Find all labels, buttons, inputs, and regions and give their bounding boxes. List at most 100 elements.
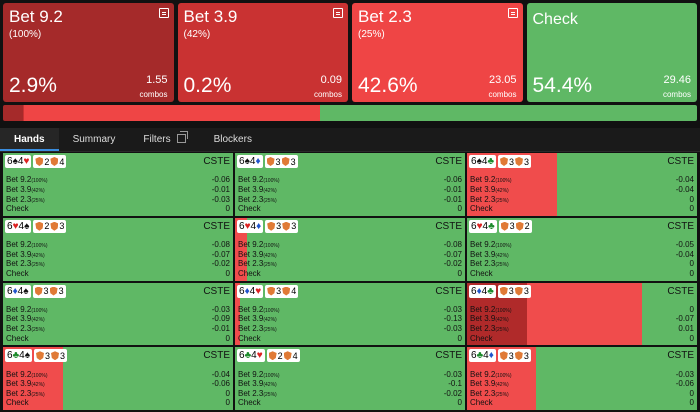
ev-rows: Bet 9.2(100%) -0.05 Bet 3.9(42%) -0.04 Bet 2… (470, 240, 694, 279)
hand-cell[interactable]: 6 ♦ 4 ♣ 3 3 CSTE Bet 9.2(100%) 0 Bet 3.9(42%) -0.0… (467, 282, 697, 346)
hand-cell[interactable]: 6 ♠ 4 ♣ 3 3 CSTE Bet 9.2(100%) -0.04 Bet 3.9(42%)… (467, 153, 697, 216)
hand-cell[interactable]: 6 ♦ 4 ♥ 3 4 CSTE Bet 9.2(100%) -0.03 Bet 3.9(42%)… (235, 282, 465, 346)
note-icon[interactable] (158, 8, 169, 18)
shield-icon (282, 221, 291, 231)
ev-action-label: Bet 3.9(42%) (6, 250, 45, 261)
suit-icon: ♣ (488, 220, 495, 232)
action-card-bet-9-2[interactable]: Bet 9.2 (100%) 2.9% 1.55 combos (3, 3, 174, 102)
hand-cell[interactable]: 6 ♣ 4 ♠ 3 3 CSTE Bet 9.2(100%) -0.04 Bet 3.9(42%)… (3, 347, 233, 410)
hand-cell[interactable]: 6 ♦ 4 ♠ 3 3 CSTE Bet 9.2(100%) -0.03 Bet 3.9(42%)… (3, 282, 233, 346)
card-rank: 6 (7, 220, 13, 232)
ev-action-name: Check (238, 268, 261, 278)
action-card-check[interactable]: Check 54.4% 29.46 combos (526, 3, 697, 102)
action-name: Bet 3.9 (183, 7, 238, 26)
shield-icon (266, 157, 275, 166)
ev-action-name: Bet 2.3 (470, 388, 496, 398)
ev-row: Bet 9.2(100%) -0.05 (470, 240, 694, 251)
cste-label: CSTE (203, 156, 230, 167)
note-icon[interactable] (507, 8, 518, 18)
strategy-segment (24, 105, 320, 121)
ev-action-label: Bet 2.3(25%) (470, 195, 509, 206)
ev-action-sizing: (100%) (31, 307, 48, 314)
ev-value: -0.06 (211, 379, 230, 389)
hand-cell[interactable]: 6 ♠ 4 ♥ 2 4 CSTE Bet 9.2(100%) -0.06 Bet 3.9(42%)… (3, 153, 233, 216)
ev-action-name: Bet 9.2 (470, 175, 496, 185)
tab-label: Hands (14, 134, 45, 145)
card-rank: 4 (17, 285, 24, 297)
ev-row: Check 0 (470, 204, 694, 215)
hand-cell[interactable]: 6 ♠ 4 ♦ 3 3 CSTE Bet 9.2(100%) -0.06 Bet 3.9(42%)… (235, 153, 465, 216)
ev-value: -0.01 (211, 184, 230, 194)
hand-combo: 6 ♥ 4 ♦ 3 3 (237, 219, 299, 233)
tab-summary[interactable]: Summary (59, 128, 130, 151)
ev-rows: Bet 9.2(100%) -0.03 Bet 3.9(42%) -0.09 Bet 2… (6, 305, 230, 344)
ev-action-name: Bet 9.2 (470, 304, 496, 314)
ev-action-name: Bet 3.9 (238, 249, 264, 259)
ev-action-name: Bet 9.2 (238, 369, 264, 379)
tab-hands[interactable]: Hands (0, 128, 59, 151)
card-rank: 4 (483, 350, 489, 362)
suit-icon: ♠ (24, 350, 30, 362)
card-rank: 4 (481, 156, 488, 167)
blocker-count: 3 (276, 286, 282, 296)
combos-label: combos (488, 90, 517, 99)
ev-action-sizing: (25%) (263, 262, 277, 269)
hand-cell[interactable]: 6 ♥ 4 ♠ 2 3 CSTE Bet 9.2(100%) -0.08 Bet 3.9(42%)… (3, 217, 233, 281)
ev-action-label: Check (238, 334, 261, 345)
suit-icon: ♦ (476, 285, 482, 297)
shield-icon (281, 157, 290, 166)
cste-label: CSTE (667, 220, 694, 232)
ev-action-label: Bet 3.9(42%) (238, 379, 277, 390)
ev-action-label: Bet 9.2(100%) (470, 176, 511, 186)
suit-icon: ♣ (12, 350, 20, 362)
tab-filters[interactable]: Filters (129, 128, 199, 151)
card-rank: 4 (251, 350, 257, 362)
hand-cell[interactable]: 6 ♣ 4 ♥ 2 4 CSTE Bet 9.2(100%) -0.03 Bet 3.9(42%)… (235, 347, 465, 410)
hand-combo: 6 ♥ 4 ♠ 2 3 (5, 219, 67, 233)
ev-rows: Bet 9.2(100%) -0.03 Bet 3.9(42%) -0.1 Bet 2.… (238, 369, 462, 409)
action-name: Bet 2.3 (358, 7, 412, 26)
ev-row: Bet 3.9(42%) -0.1 (238, 379, 462, 390)
ev-action-sizing: (25%) (31, 391, 45, 398)
action-card-bet-3-9[interactable]: Bet 3.9 (42%) 0.2% 0.09 combos (177, 3, 348, 102)
ev-action-label: Bet 9.2(100%) (470, 304, 511, 316)
ev-action-sizing: (42%) (263, 187, 277, 194)
shield-icon (35, 157, 44, 166)
note-icon[interactable] (333, 8, 343, 18)
ev-value: -0.06 (443, 175, 462, 185)
ev-value: -0.02 (211, 259, 230, 269)
ev-action-sizing: (42%) (263, 382, 277, 389)
action-card-bet-2-3[interactable]: Bet 2.3 (25%) 42.6% 23.05 combos (352, 3, 523, 102)
ev-row: Bet 9.2(100%) -0.08 (238, 240, 462, 251)
ev-value: 0 (457, 333, 462, 343)
suit-icon: ♦ (255, 156, 261, 167)
shield-icon (499, 286, 508, 296)
cste-label: CSTE (435, 350, 462, 362)
ev-value: 0 (457, 204, 462, 214)
ev-action-name: Check (470, 333, 493, 343)
ev-row: Bet 3.9(42%) -0.07 (238, 249, 462, 261)
ev-action-label: Bet 9.2(100%) (470, 370, 511, 381)
shield-icon (51, 351, 60, 361)
copy-icon[interactable] (176, 131, 188, 143)
tab-blockers[interactable]: Blockers (200, 128, 266, 151)
hand-cards: 6 ♣ 4 ♥ (237, 349, 265, 363)
hand-cell[interactable]: 6 ♥ 4 ♦ 3 3 CSTE Bet 9.2(100%) -0.08 Bet 3.9(42%)… (235, 217, 465, 281)
hand-cards: 6 ♠ 4 ♦ (237, 155, 263, 168)
shield-icon (50, 157, 59, 166)
action-frequency: 2.9% (9, 74, 57, 97)
hand-cell[interactable]: 6 ♣ 4 ♦ 3 3 CSTE Bet 9.2(100%) -0.03 Bet 3.9(42%)… (467, 347, 697, 410)
blocker-count: 3 (60, 350, 66, 361)
ev-value: -0.08 (443, 240, 462, 250)
shield-icon (500, 221, 509, 231)
shield-icon (515, 221, 524, 231)
ev-value: 0 (689, 398, 694, 408)
hand-cell[interactable]: 6 ♥ 4 ♣ 3 2 CSTE Bet 9.2(100%) -0.05 Bet 3.9(42%)… (467, 217, 697, 281)
ev-value: -0.01 (443, 194, 462, 204)
ev-value: -0.1 (448, 379, 462, 389)
ev-action-sizing: (25%) (31, 262, 45, 269)
